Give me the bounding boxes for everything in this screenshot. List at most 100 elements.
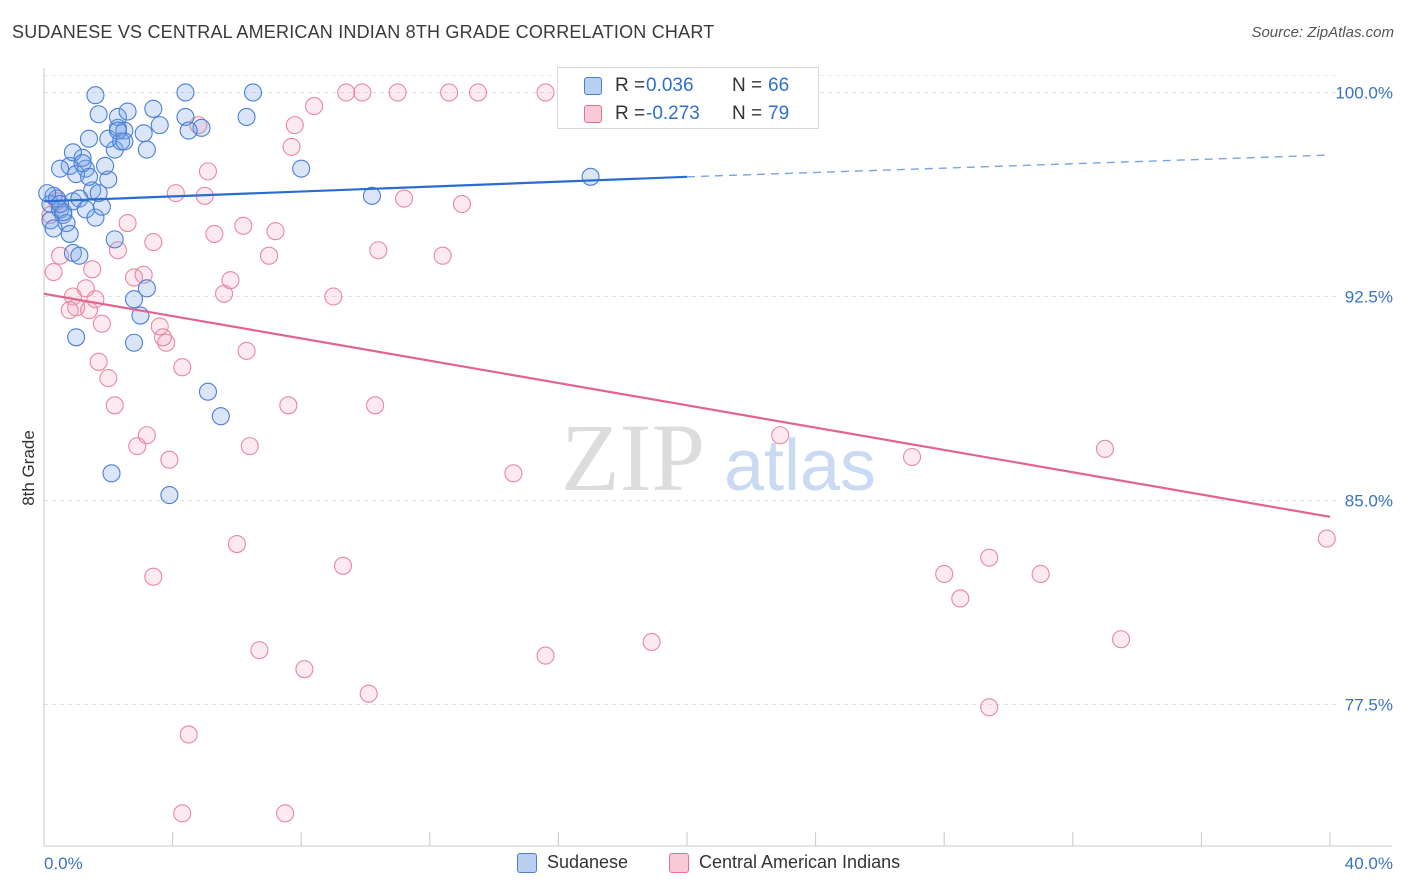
sudanese-point <box>79 129 99 148</box>
central-american-indian-point <box>166 184 185 203</box>
chart-title: SUDANESE VS CENTRAL AMERICAN INDIAN 8TH … <box>12 22 715 42</box>
central-american-indian-point <box>134 265 153 284</box>
sudanese-point <box>144 99 163 118</box>
stats-n-label: N = <box>732 103 763 124</box>
axes <box>43 68 1392 847</box>
legend-swatch-sudanese <box>517 852 537 873</box>
sudanese-point <box>179 121 198 140</box>
central-american-indian-point <box>1031 564 1050 584</box>
watermark: ZIP atlas <box>561 404 876 511</box>
stats-n-value: 66 <box>768 75 790 96</box>
sudanese-point <box>60 224 79 243</box>
y-tick-label: 77.5% <box>1345 696 1393 715</box>
watermark-zip: ZIP <box>561 404 705 511</box>
central-american-indian-point <box>353 83 372 102</box>
trend-line-sudanese-extension <box>686 154 1331 178</box>
central-american-indian-point <box>295 660 314 679</box>
tick-labels: 77.5% 85.0% 92.5% 100.0% 0.0% 40.0% <box>44 83 1393 873</box>
central-american-indian-point <box>99 369 118 388</box>
sudanese-point <box>105 230 124 249</box>
stats-n-label: N = <box>732 75 763 96</box>
legend-label-central-american-indians: Central American Indians <box>699 852 901 872</box>
central-american-indian-point <box>369 241 388 260</box>
central-american-indian-point <box>221 271 240 290</box>
sudanese-point <box>89 184 108 203</box>
sudanese-point <box>124 290 144 309</box>
sudanese-point <box>176 83 195 102</box>
central-american-indian-point <box>1095 439 1114 458</box>
legend-item-sudanese: Sudanese <box>517 852 628 873</box>
central-american-indian-point <box>1317 529 1336 548</box>
central-american-indian-point <box>92 314 111 333</box>
central-american-indian-point <box>980 698 999 717</box>
sudanese-point <box>211 407 230 426</box>
central-american-indian-point <box>266 222 285 241</box>
watermark-atlas: atlas <box>724 426 876 506</box>
central-american-indian-point <box>359 684 378 703</box>
central-american-indian-point <box>44 262 63 282</box>
sudanese-point <box>73 148 92 167</box>
y-axis-label: 8th Grade <box>19 430 38 506</box>
sudanese-point <box>243 83 263 102</box>
sudanese-point <box>73 154 92 173</box>
sudanese-point <box>160 486 179 505</box>
sudanese-point <box>89 105 108 124</box>
y-tick-label: 85.0% <box>1345 492 1393 511</box>
central-american-indian-point <box>337 83 356 102</box>
sudanese-point <box>108 107 127 127</box>
stats-swatch-sudanese <box>584 77 602 95</box>
central-american-indian-point <box>250 641 269 660</box>
sudanese-point <box>86 86 105 105</box>
central-american-indian-point <box>282 137 301 156</box>
central-american-indian-point <box>234 216 253 235</box>
sudanese-point <box>51 194 70 214</box>
central-american-indian-point <box>771 426 790 445</box>
central-american-indian-point <box>105 396 124 415</box>
sudanese-point <box>137 140 156 159</box>
series-central-american-indians <box>41 83 1336 823</box>
central-american-indian-point <box>179 725 198 744</box>
sudanese-point <box>99 170 118 189</box>
stats-r-label: R = <box>615 103 646 124</box>
stats-box: R = 0.036 N = 66 R = -0.273 N = 79 <box>557 67 819 129</box>
y-tick-label: 92.5% <box>1345 288 1393 307</box>
central-american-indian-point <box>173 804 192 823</box>
sudanese-point <box>102 464 121 483</box>
central-american-indian-point <box>205 224 224 243</box>
central-american-indian-point <box>504 464 523 483</box>
central-american-indian-point <box>642 632 661 652</box>
central-american-indian-point <box>198 162 218 181</box>
sudanese-point <box>92 197 111 216</box>
sudanese-point <box>86 208 105 227</box>
sudanese-point <box>115 132 134 151</box>
central-american-indian-point <box>83 260 102 279</box>
central-american-indian-point <box>305 97 324 116</box>
legend-label-sudanese: Sudanese <box>547 852 629 872</box>
central-american-indian-point <box>276 804 295 823</box>
central-american-indian-point <box>536 83 555 102</box>
sudanese-point <box>67 328 86 347</box>
sudanese-point <box>176 107 195 127</box>
central-american-indian-point <box>324 287 343 306</box>
sudanese-point <box>198 382 218 401</box>
central-american-indian-point <box>395 189 414 208</box>
sudanese-point <box>137 279 156 298</box>
central-american-indian-point <box>285 116 304 135</box>
sudanese-point <box>237 107 256 127</box>
series-sudanese <box>38 83 600 505</box>
central-american-indian-point <box>144 233 163 252</box>
central-american-indian-point <box>279 396 298 415</box>
central-american-indian-point <box>902 447 922 467</box>
legend: Sudanese Central American Indians <box>0 852 1406 878</box>
sudanese-point <box>51 159 70 178</box>
sudanese-point <box>292 159 311 178</box>
sudanese-point <box>70 246 89 265</box>
central-american-indian-point <box>440 83 459 102</box>
central-american-indian-point <box>86 290 105 309</box>
central-american-indian-point <box>118 214 137 233</box>
central-american-indian-point <box>108 241 127 260</box>
trend-line-central-american-indians <box>43 292 1331 518</box>
sudanese-point <box>118 102 137 121</box>
central-american-indian-point <box>388 83 407 102</box>
central-american-indian-point <box>980 548 999 567</box>
